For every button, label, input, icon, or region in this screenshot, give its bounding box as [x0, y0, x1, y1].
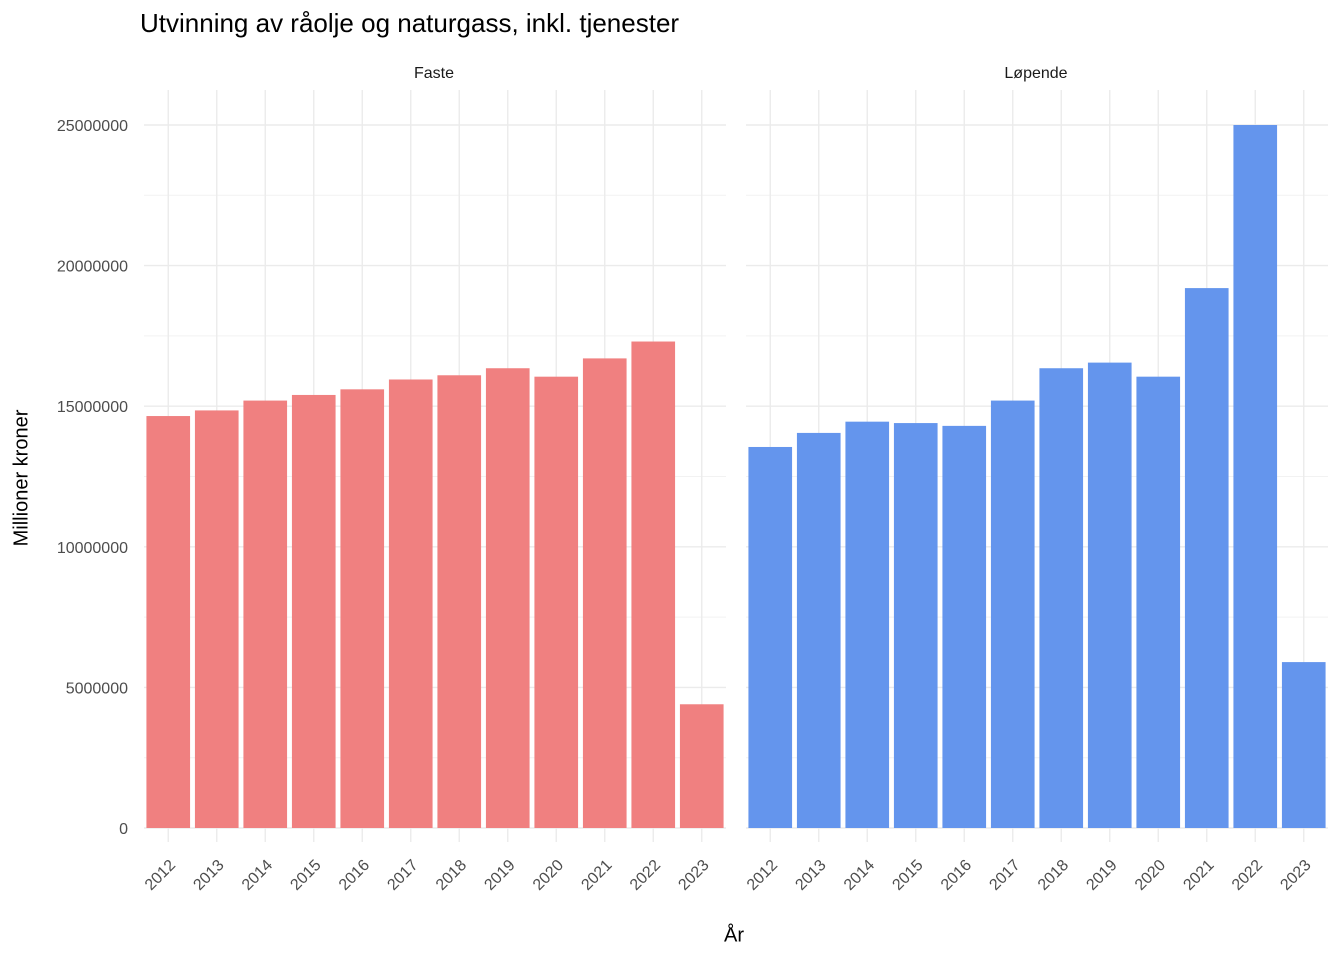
bar-faste-2014: [243, 400, 288, 828]
bar-faste-2018: [437, 375, 482, 828]
y-tick-label: 25000000: [57, 118, 128, 135]
x-tick-label: 2017: [384, 857, 421, 894]
facet-label: Løpende: [1004, 65, 1067, 82]
x-tick-label: 2017: [986, 857, 1023, 894]
x-tick-label: 2018: [1035, 857, 1072, 894]
x-tick-label: 2022: [627, 857, 664, 894]
y-tick-label: 15000000: [57, 399, 128, 416]
bar-faste-2022: [631, 341, 676, 828]
y-tick-label: 20000000: [57, 259, 128, 276]
x-tick-label: 2023: [1277, 857, 1314, 894]
bar-løpende-2016: [942, 425, 987, 828]
x-tick-label: 2020: [530, 857, 567, 894]
y-tick-label: 10000000: [57, 540, 128, 557]
bars: [146, 125, 1326, 828]
x-tick-label: 2021: [1180, 857, 1217, 894]
chart-title: Utvinning av råolje og naturgass, inkl. …: [140, 8, 680, 38]
x-tick-label: 2020: [1132, 857, 1169, 894]
bar-løpende-2021: [1184, 288, 1229, 828]
x-tick-label: 2023: [675, 857, 712, 894]
x-tick-label: 2015: [889, 857, 926, 894]
bar-faste-2015: [291, 394, 336, 828]
x-tick-label: 2014: [841, 857, 878, 894]
x-tick-label: 2021: [578, 857, 615, 894]
bar-løpende-2013: [796, 432, 841, 828]
bar-løpende-2015: [893, 423, 938, 828]
x-axis-label: År: [724, 924, 744, 947]
bar-faste-2023: [679, 704, 724, 828]
bar-løpende-2019: [1087, 362, 1132, 828]
y-tick-label: 0: [119, 821, 128, 838]
bar-faste-2012: [146, 416, 191, 828]
bar-løpende-2017: [990, 400, 1035, 828]
bar-faste-2017: [388, 379, 433, 828]
x-tick-label: 2013: [190, 857, 227, 894]
bar-løpende-2018: [1039, 368, 1084, 828]
x-tick-label: 2018: [433, 857, 470, 894]
x-tick-label: 2022: [1229, 857, 1266, 894]
bar-faste-2019: [485, 368, 530, 828]
x-tick-label: 2016: [336, 857, 373, 894]
x-tick-label: 2015: [287, 857, 324, 894]
bar-faste-2020: [534, 376, 579, 828]
bar-løpende-2020: [1136, 376, 1181, 828]
x-tick-label: 2016: [938, 857, 975, 894]
x-tick-label: 2019: [481, 857, 518, 894]
x-tick-label: 2014: [239, 857, 276, 894]
x-tick-label: 2012: [744, 857, 781, 894]
bar-faste-2016: [340, 389, 385, 828]
bar-faste-2021: [582, 358, 627, 828]
bar-løpende-2023: [1281, 662, 1326, 828]
facet-label: Faste: [414, 65, 454, 82]
bar-løpende-2012: [748, 446, 793, 828]
bar-faste-2013: [194, 410, 239, 828]
x-tick-label: 2019: [1083, 857, 1120, 894]
x-tick-label: 2012: [142, 857, 179, 894]
x-tick-label: 2013: [792, 857, 829, 894]
bar-løpende-2014: [845, 421, 890, 828]
bar-løpende-2022: [1233, 125, 1278, 828]
y-tick-label: 5000000: [66, 680, 128, 697]
